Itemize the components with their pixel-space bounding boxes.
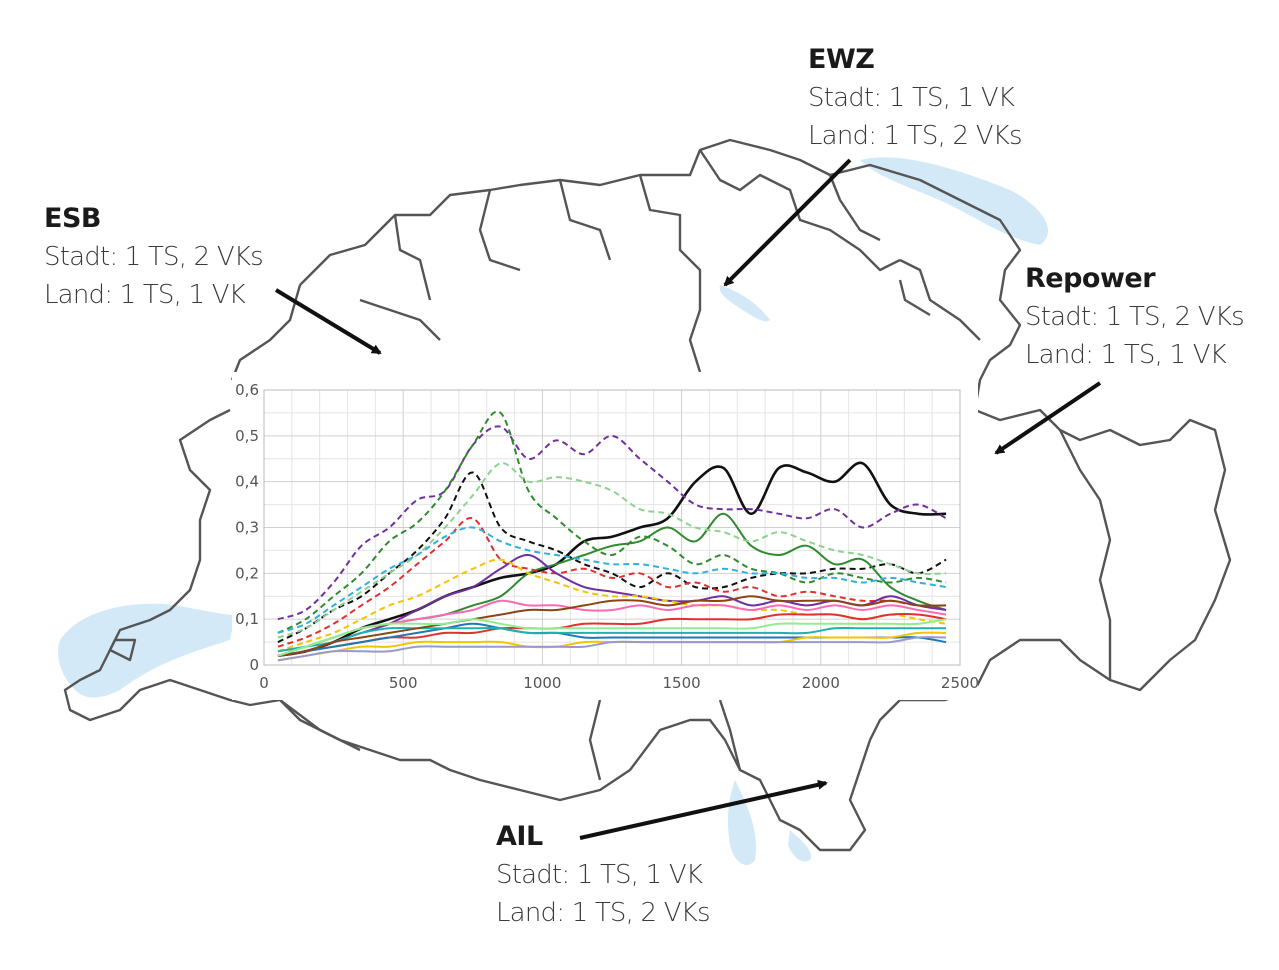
series-line-3 (277, 425, 947, 621)
lake-lugano (788, 830, 811, 862)
lake-geneva (58, 603, 235, 698)
utility-name: EWZ (808, 44, 875, 75)
stadt-info: Stadt: 1 TS, 1 VK (496, 860, 703, 890)
stadt-info: Stadt: 1 TS, 1 VK (808, 83, 1015, 113)
y-tick-label: 0,4 (235, 473, 259, 491)
utility-name: AIL (496, 821, 543, 852)
load-profile-chart: 0 500 1000 1500 2000 2500 0 0,1 0,2 0,3 0,4 0,5 0,6 (232, 372, 978, 700)
y-tick-label: 0 (249, 656, 259, 674)
y-tick-label: 0,1 (235, 610, 259, 628)
series-line-8 (277, 526, 947, 634)
plot-frame (263, 389, 961, 666)
chart-axes: 0 500 1000 1500 2000 2500 0 0,1 0,2 0,3 0,4 0,5 0,6 (235, 381, 978, 692)
annotation-repower: Repower Stadt: 1 TS, 2 VKs Land: 1 TS, 1… (1025, 260, 1245, 374)
x-tick-label: 2500 (941, 674, 978, 692)
y-tick-label: 0,3 (235, 519, 259, 537)
land-info: Land: 1 TS, 1 VK (44, 280, 246, 310)
y-tick-label: 0,5 (235, 427, 259, 445)
land-info: Land: 1 TS, 2 VKs (496, 898, 711, 928)
chart-series (277, 410, 947, 662)
stadt-info: Stadt: 1 TS, 2 VKs (44, 242, 264, 272)
country-outline (63, 138, 1232, 852)
line-chart: 0 500 1000 1500 2000 2500 0 0,1 0,2 0,3 0,4 0,5 0,6 (235, 381, 978, 692)
series-line-18 (277, 618, 947, 657)
x-tick-label: 0 (259, 674, 269, 692)
utility-name: Repower (1025, 263, 1156, 294)
lake-zurich (719, 285, 770, 322)
series-line-1 (277, 461, 947, 658)
series-line-7 (277, 517, 947, 648)
x-tick-label: 1000 (523, 674, 561, 692)
y-tick-label: 0,6 (235, 381, 259, 399)
y-tick-label: 0,2 (235, 564, 259, 582)
annotation-esb: ESB Stadt: 1 TS, 2 VKs Land: 1 TS, 1 VK (44, 200, 264, 314)
utility-name: ESB (44, 203, 101, 234)
series-line-9 (277, 553, 947, 657)
x-tick-label: 1500 (663, 674, 701, 692)
series-line-14 (277, 626, 947, 653)
stadt-info: Stadt: 1 TS, 2 VKs (1025, 302, 1245, 332)
x-tick-label: 500 (389, 674, 418, 692)
annotation-ewz: EWZ Stadt: 1 TS, 1 VK Land: 1 TS, 2 VKs (808, 41, 1023, 155)
land-info: Land: 1 TS, 1 VK (1025, 340, 1227, 370)
series-line-17 (277, 595, 947, 657)
series-line-4 (277, 410, 947, 634)
land-info: Land: 1 TS, 2 VKs (808, 121, 1023, 151)
x-tick-label: 2000 (802, 674, 840, 692)
annotation-ail: AIL Stadt: 1 TS, 1 VK Land: 1 TS, 2 VKs (496, 818, 711, 932)
series-line-2 (277, 471, 947, 643)
lake-maggiore (727, 780, 756, 865)
series-line-16 (277, 636, 947, 662)
